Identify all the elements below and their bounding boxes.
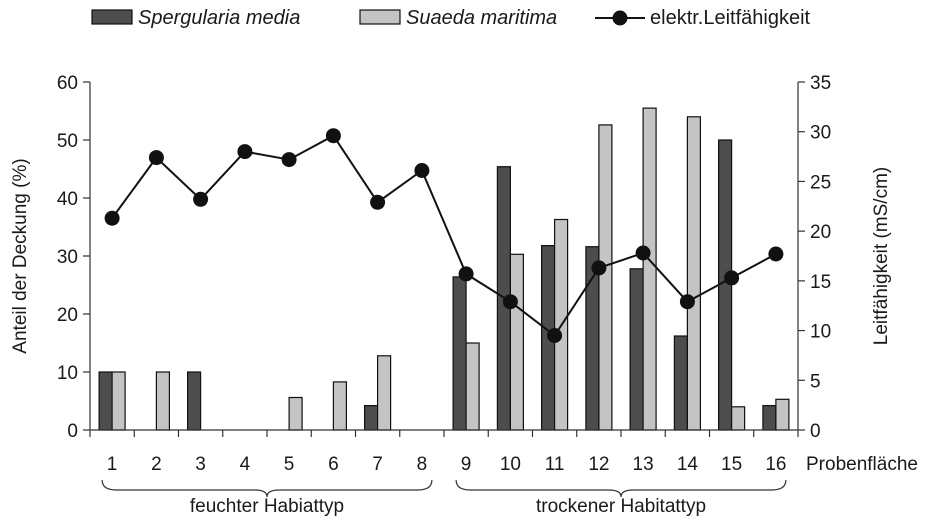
line-leitfaehigkeit — [111, 134, 777, 337]
y2-tick-label: 25 — [810, 172, 831, 193]
bar-suaeda-16 — [775, 398, 790, 431]
bar-spergularia-1 — [98, 371, 113, 431]
group-label: feuchter Habiattyp — [190, 496, 344, 516]
x-tick-label: 15 — [721, 454, 742, 475]
bar-spergularia-9 — [452, 276, 467, 431]
x-tick-label: 12 — [588, 454, 609, 475]
point-leitfaehigkeit-16 — [768, 246, 784, 262]
bar-suaeda-6 — [332, 381, 347, 431]
x-tick-label: 7 — [372, 454, 383, 475]
x-tick-label: 13 — [633, 454, 654, 475]
bar-suaeda-14 — [686, 116, 702, 431]
legend: Spergularia media Suaeda maritima elektr.L… — [91, 7, 811, 29]
point-leitfaehigkeit-2 — [148, 150, 164, 166]
bar-spergularia-13 — [629, 268, 644, 431]
point-leitfaehigkeit-8 — [414, 163, 430, 178]
bar-spergularia-7 — [364, 405, 379, 431]
legend-swatch-suaeda — [359, 9, 401, 25]
x-tick-label: 8 — [417, 454, 428, 475]
y2-tick-label: 35 — [810, 73, 831, 94]
bar-suaeda-7 — [377, 355, 392, 431]
x-tick-label: 5 — [284, 454, 295, 475]
legend-label-spergularia: Spergularia media — [138, 7, 300, 29]
x-tick-label: 4 — [240, 454, 251, 475]
point-leitfaehigkeit-7 — [370, 194, 386, 210]
habitat-groups: feuchter Habiattyp trockener Habitattyp — [101, 479, 787, 516]
y2-tick-label: 30 — [810, 123, 831, 144]
point-leitfaehigkeit-13 — [635, 245, 651, 261]
bar-suaeda-15 — [730, 406, 746, 431]
bar-suaeda-5 — [288, 396, 303, 431]
y2-tick-label: 0 — [810, 421, 821, 442]
x-tick-label: 16 — [765, 454, 786, 475]
bar-suaeda-12 — [598, 124, 613, 431]
y-tick-label: 30 — [57, 247, 78, 268]
y-tick-label: 60 — [57, 73, 78, 94]
y2-tick-label: 20 — [810, 222, 831, 243]
group-brace — [101, 479, 433, 498]
x-tick-label: 3 — [195, 454, 206, 475]
group-label: trockener Habitattyp — [536, 496, 706, 516]
y-tick-label: 10 — [57, 363, 78, 384]
legend-marker-leitfaehigkeit — [612, 10, 628, 26]
point-leitfaehigkeit-3 — [193, 191, 209, 207]
bar-suaeda-2 — [155, 371, 170, 431]
point-leitfaehigkeit-1 — [104, 210, 120, 226]
y2-tick-label: 15 — [810, 272, 831, 293]
legend-label-suaeda: Suaeda maritima — [406, 7, 557, 29]
x-tick-label: 1 — [107, 454, 118, 475]
group-brace — [455, 479, 787, 498]
legend-label-leitfaehigkeit: elektr.Leitfähigkeit — [650, 7, 811, 29]
y-tick-label: 50 — [57, 131, 78, 152]
point-leitfaehigkeit-14 — [679, 294, 695, 310]
point-leitfaehigkeit-5 — [281, 152, 297, 168]
y2-tick-label: 10 — [810, 322, 831, 343]
x-tick-label: 14 — [677, 454, 699, 475]
point-leitfaehigkeit-9 — [458, 266, 474, 282]
bar-spergularia-3 — [187, 371, 202, 431]
y-tick-label: 0 — [67, 421, 78, 442]
x-tick-label: 6 — [328, 454, 339, 475]
y-axis-title: Anteil der Deckung (%) — [10, 158, 31, 353]
y2-tick-label: 5 — [810, 371, 821, 392]
bar-spergularia-14 — [673, 335, 689, 431]
point-leitfaehigkeit-11 — [547, 328, 563, 343]
bar-suaeda-1 — [111, 371, 126, 431]
bar-suaeda-10 — [509, 253, 524, 431]
bar-spergularia-16 — [762, 405, 777, 431]
line-series — [104, 128, 784, 343]
x-tick-label: 2 — [151, 454, 162, 475]
point-leitfaehigkeit-15 — [724, 270, 740, 286]
x-axis-title: Probenfläche — [806, 454, 918, 475]
point-leitfaehigkeit-12 — [591, 260, 607, 276]
legend-swatch-spergularia — [91, 9, 133, 25]
y-tick-label: 20 — [57, 305, 78, 326]
x-tick-label: 9 — [461, 454, 472, 475]
bars — [98, 107, 790, 431]
y-tick-label: 40 — [57, 189, 78, 210]
y2-axis-title: Leitfähigkeit (mS/cm) — [871, 167, 892, 345]
x-tick-label: 11 — [545, 454, 565, 475]
x-tick-label: 10 — [500, 454, 521, 475]
bar-suaeda-13 — [642, 107, 657, 431]
point-leitfaehigkeit-6 — [325, 128, 341, 144]
point-leitfaehigkeit-10 — [502, 294, 518, 310]
bar-suaeda-9 — [465, 342, 480, 431]
point-leitfaehigkeit-4 — [237, 144, 253, 160]
